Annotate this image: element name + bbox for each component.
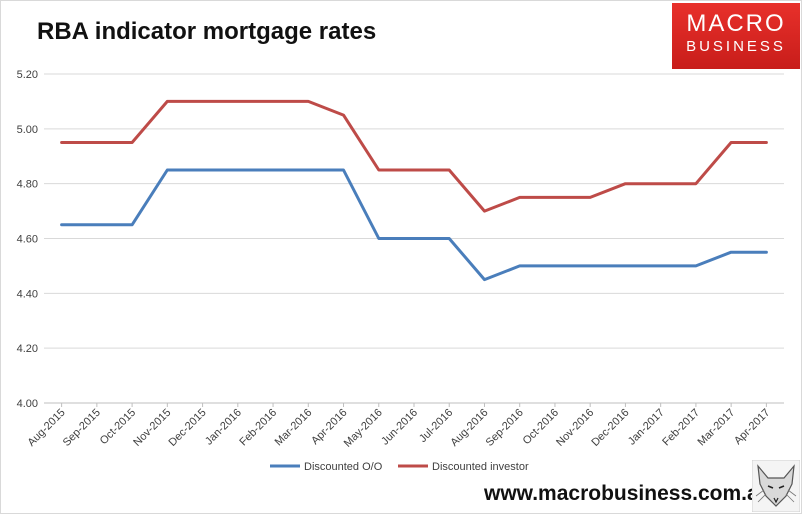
x-tick-label: Feb-2017: [660, 407, 702, 449]
series-line: [60, 99, 768, 213]
x-tick-label: Dec-2015: [166, 407, 208, 449]
logo-line-2: BUSINESS: [686, 38, 786, 55]
x-tick-label: Apr-2017: [732, 407, 772, 447]
fox-mascot-icon: [752, 460, 800, 512]
x-tick-label: Sep-2015: [61, 407, 103, 449]
x-tick-label: Feb-2016: [237, 407, 279, 449]
legend-label: Discounted investor: [432, 461, 529, 473]
y-tick-label: 5.00: [17, 124, 38, 136]
x-tick-label: Aug-2015: [26, 407, 68, 449]
chart-title: RBA indicator mortgage rates: [37, 18, 377, 45]
y-tick-label: 4.00: [17, 398, 38, 410]
x-tick-label: Nov-2015: [131, 407, 173, 449]
x-tick-label: Aug-2016: [448, 407, 490, 449]
gridlines: [44, 73, 784, 407]
x-tick-label: Jun-2016: [379, 407, 420, 448]
series-line: [60, 168, 768, 282]
y-tick-label: 4.40: [17, 288, 38, 300]
x-tick-label: Mar-2017: [695, 407, 737, 449]
series-lines: [60, 99, 768, 282]
x-axis-tick-labels: Aug-2015Sep-2015Oct-2015Nov-2015Dec-2015…: [26, 407, 773, 450]
legend-label: Discounted O/O: [304, 461, 383, 473]
x-tick-label: May-2016: [342, 407, 385, 450]
macrobusiness-logo: MACRO BUSINESS: [672, 3, 800, 69]
x-tick-label: Mar-2016: [273, 407, 315, 449]
y-tick-label: 4.60: [17, 234, 38, 246]
legend: Discounted O/O Discounted investor: [270, 461, 529, 473]
y-tick-label: 5.20: [17, 69, 38, 81]
y-tick-label: 4.80: [17, 179, 38, 191]
x-tick-label: Nov-2016: [554, 407, 596, 449]
y-axis-tick-labels: 4.00 4.20 4.40 4.60 4.80 5.00 5.20: [17, 69, 38, 410]
logo-line-1: MACRO: [686, 10, 786, 37]
y-tick-label: 4.20: [17, 343, 38, 355]
x-tick-label: Dec-2016: [589, 407, 631, 449]
x-tick-label: Sep-2016: [484, 407, 526, 449]
website-url: www.macrobusiness.com.au: [484, 482, 772, 505]
